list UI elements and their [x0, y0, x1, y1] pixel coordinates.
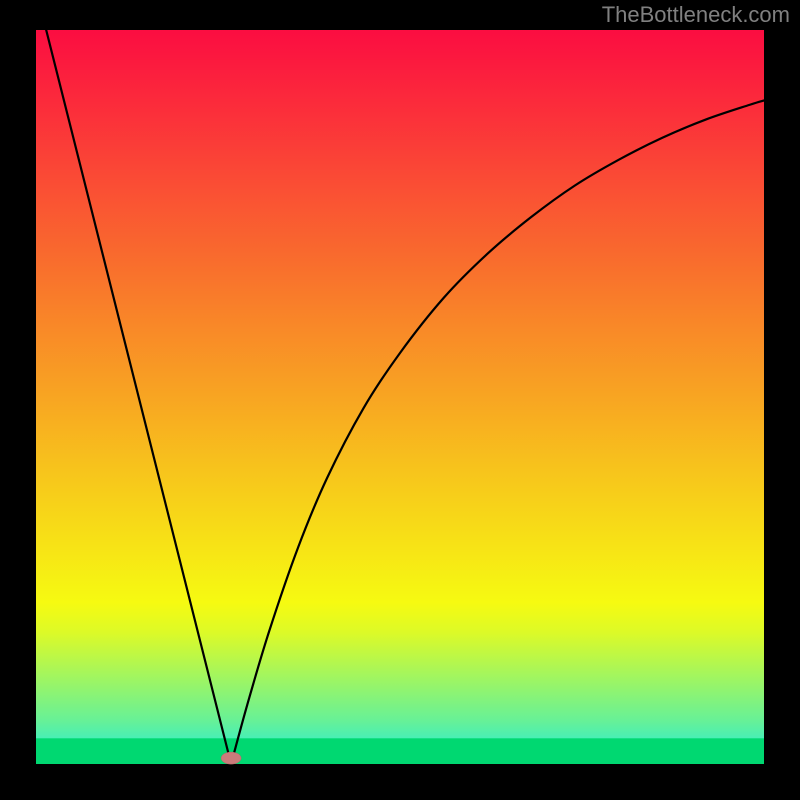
optimal-marker [221, 752, 241, 764]
optimal-band [36, 738, 764, 764]
chart-svg: TheBottleneck.com [0, 0, 800, 800]
bottleneck-chart: TheBottleneck.com [0, 0, 800, 800]
watermark-text: TheBottleneck.com [602, 2, 790, 27]
